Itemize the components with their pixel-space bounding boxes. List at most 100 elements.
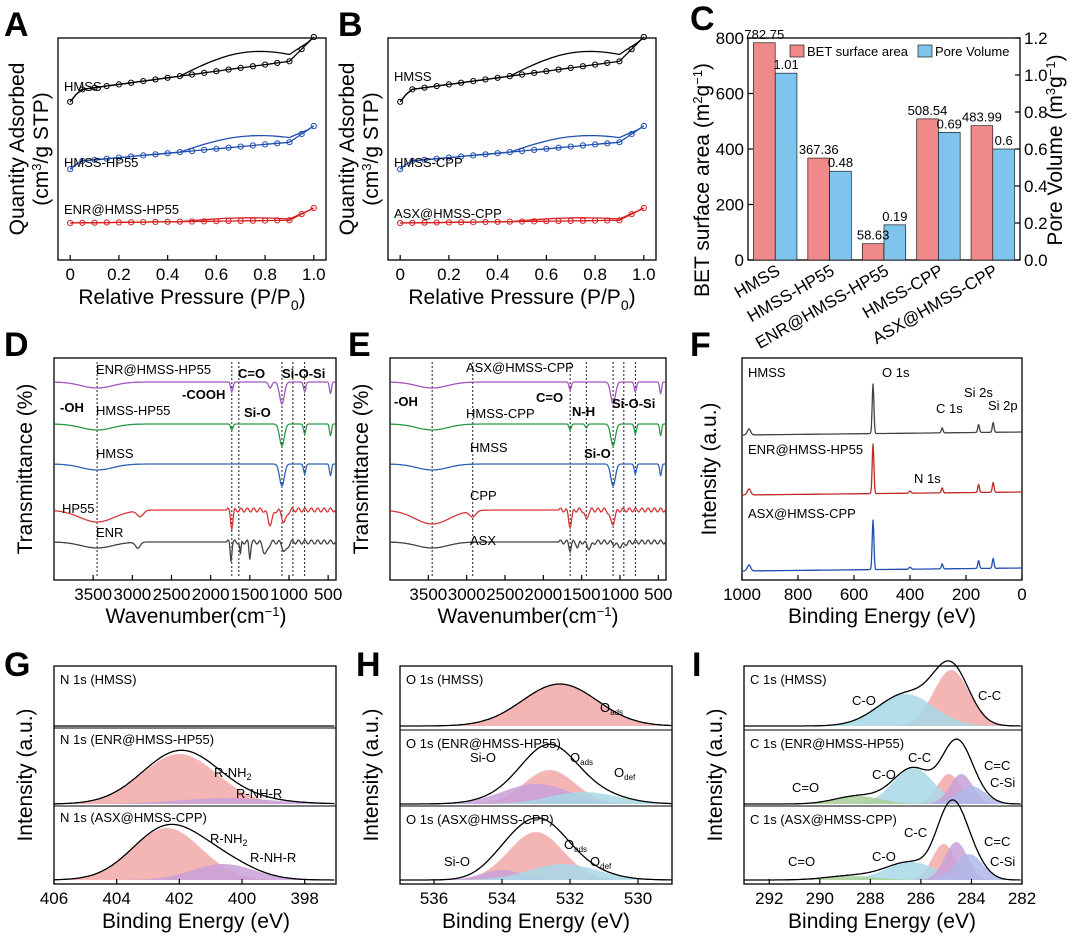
panel-a-point-2-18 (176, 218, 183, 225)
panel-b-frame (387, 37, 657, 261)
panel-c-bars: 782.75 1.01 367.360.48 58.63 0.19 508.540.69 4… (744, 27, 1015, 261)
panel-i-peak-c2o-1: C=O (792, 780, 819, 795)
panel-a-point-2-30 (249, 217, 257, 224)
bar-pore-3 (938, 132, 961, 261)
panel-i-tick-label-0: 292 (755, 889, 783, 908)
panel-h-tick-label-2: 532 (556, 889, 584, 908)
panel-g-tick-label-3: 400 (228, 889, 256, 908)
panel-e-guides (431, 362, 636, 576)
panel-g-y-label: Intensity (a.u.) (14, 708, 37, 841)
panel-b-point-2-22 (531, 218, 538, 225)
panel-c-ytick-label-left-1: 200 (716, 196, 744, 215)
bar-label-bet-1: 367.36 (799, 142, 839, 157)
panel-d-ann-siosi: Si-O-Si (282, 366, 325, 381)
panel-a-point-1-36 (286, 139, 293, 146)
panel-i-peak-cc-2: C-C (908, 750, 931, 765)
panel-a-point-0-16 (164, 74, 171, 81)
panel-b-point-0-28 (567, 64, 574, 72)
panel-b-point-0-32 (591, 61, 599, 68)
panel-c-x-labels: HMSSHMSS-HP55ENR@HMSS-HP55HMSS-CPPASX@HM… (731, 261, 1001, 353)
panel-b-point-2-30 (579, 217, 587, 224)
panel-f-tick-label-2: 600 (840, 585, 868, 604)
panel-b-point-1-26 (555, 144, 562, 151)
panel-g-envelope-2 (53, 823, 335, 881)
panel-a-point-2-12 (140, 219, 147, 226)
panel-e-tick-label-6: 500 (644, 585, 672, 604)
panel-b-point-1-14 (482, 151, 489, 158)
panel-i-peak-c2o-2: C=O (788, 854, 815, 869)
panel-a-point-2-22 (201, 218, 208, 225)
panel-e-spectrum-1 (390, 423, 666, 448)
bar-bet-2 (861, 243, 885, 261)
panel-f-frame (741, 357, 1023, 581)
panel-d-label-hp55: HP55 (62, 501, 95, 516)
panel-b-point-2-6 (433, 219, 440, 226)
panel-a-x-label: Relative Pressure (P/P0) (78, 286, 305, 313)
panel-i-peak-csi-2: C-Si (990, 854, 1015, 869)
panel-f-tick-label-3: 400 (896, 585, 924, 604)
panel-b-point-0-30 (579, 63, 587, 70)
panel-h-envelope-0 (400, 683, 672, 727)
panel-b-tick-label-2: 0.4 (486, 265, 510, 284)
panel-a-point-0-20 (188, 71, 196, 78)
panel-b-point-0-34 (604, 59, 611, 67)
panel-a-tick-label-2: 0.4 (156, 265, 180, 284)
panel-a-y-label-2: (cm3/g STP) (29, 92, 53, 205)
panel-a-point-0-32 (261, 61, 269, 68)
panel-g-peak-1-1 (54, 798, 336, 804)
panel-e-label-asx: ASX (470, 533, 496, 548)
panel-e-ann-co: C=O (536, 390, 563, 405)
panel-i-tick-label-2: 288 (856, 889, 884, 908)
panel-b-point-1-0 (397, 166, 404, 173)
panel-b-point-2-2 (409, 219, 416, 226)
panel-a-tick-label-4: 0.8 (253, 265, 277, 284)
panel-a-series-label-hmss: HMSS (64, 79, 102, 94)
panel-f-ann-si2s: Si 2s (964, 385, 993, 400)
panel-a-point-0-14 (152, 76, 159, 83)
panel-g-peak-rnh2-1: R-NH2 (214, 765, 252, 782)
panel-a-point-0-12 (140, 78, 147, 85)
panel-i-peak-1-1 (744, 768, 1022, 804)
panel-i-peak-cc-1: C-C (978, 688, 1001, 703)
panel-h-envelope-1 (400, 743, 673, 805)
panel-a-tick-label-0: 0 (65, 265, 74, 284)
panel-a-point-1-16 (164, 150, 171, 157)
panel-g-frame (53, 665, 337, 885)
bar-label-pore-1: 0.48 (828, 155, 853, 170)
panel-b-point-2-24 (543, 218, 550, 225)
bar-label-pore-4: 0.6 (995, 133, 1013, 148)
panel-g-peak-2-0 (54, 828, 336, 880)
panel-h-peak-oads-3: Oads (564, 837, 587, 854)
bar-pore-4 (992, 148, 1015, 261)
panel-a-point-2-36 (286, 217, 293, 224)
panel-c-ytick-label-right-1: 0.2 (1024, 214, 1048, 233)
panel-b-point-1-34 (604, 140, 611, 147)
panel-c-ytick-label-left-4: 800 (716, 29, 744, 48)
panel-e-tick-label-2: 2500 (486, 585, 524, 604)
panel-d-spectrum-3 (54, 507, 336, 530)
panel-b-point-1-12 (470, 152, 477, 159)
panel-i-y-label: Intensity (a.u.) (704, 708, 727, 841)
panel-b-point-1-6 (433, 155, 440, 162)
panel-f-spectrum-1 (742, 443, 1022, 496)
panel-a-point-2-10 (127, 219, 135, 226)
panel-f: F 1000 800 600 400 200 0 Binding Energy (eV) … (690, 326, 1027, 628)
panel-b-point-2-14 (482, 218, 489, 226)
panel-g-peak-rnhr-2: R-NH-R (250, 850, 296, 865)
panel-h-sub-1: O 1s (HMSS) (406, 672, 483, 687)
panel-g: G 406 404 402 400 398 Binding Energy (eV) In… (4, 646, 337, 933)
panel-a-point-1-12 (140, 152, 147, 159)
panel-c-y-ticks: 0 200 400 600 800 0.0 0.2 0.4 0.6 0.8 1.0 1.2 (716, 29, 1048, 270)
panel-a-point-1-40 (310, 122, 317, 130)
panel-a-point-1-26 (225, 144, 232, 151)
panel-e-label-cpp: CPP (470, 488, 497, 503)
panel-d-ann-co: C=O (238, 366, 265, 381)
panel-g-tick-label-4: 398 (290, 889, 318, 908)
panel-label-b: B (338, 6, 363, 44)
panel-g-tick-label-2: 402 (165, 889, 193, 908)
panel-e-series (390, 381, 666, 554)
panel-b-point-1-36 (616, 139, 623, 146)
panel-a-point-2-16 (164, 218, 171, 225)
panel-b-point-1-38 (628, 131, 635, 138)
panel-label-e: E (348, 326, 371, 364)
